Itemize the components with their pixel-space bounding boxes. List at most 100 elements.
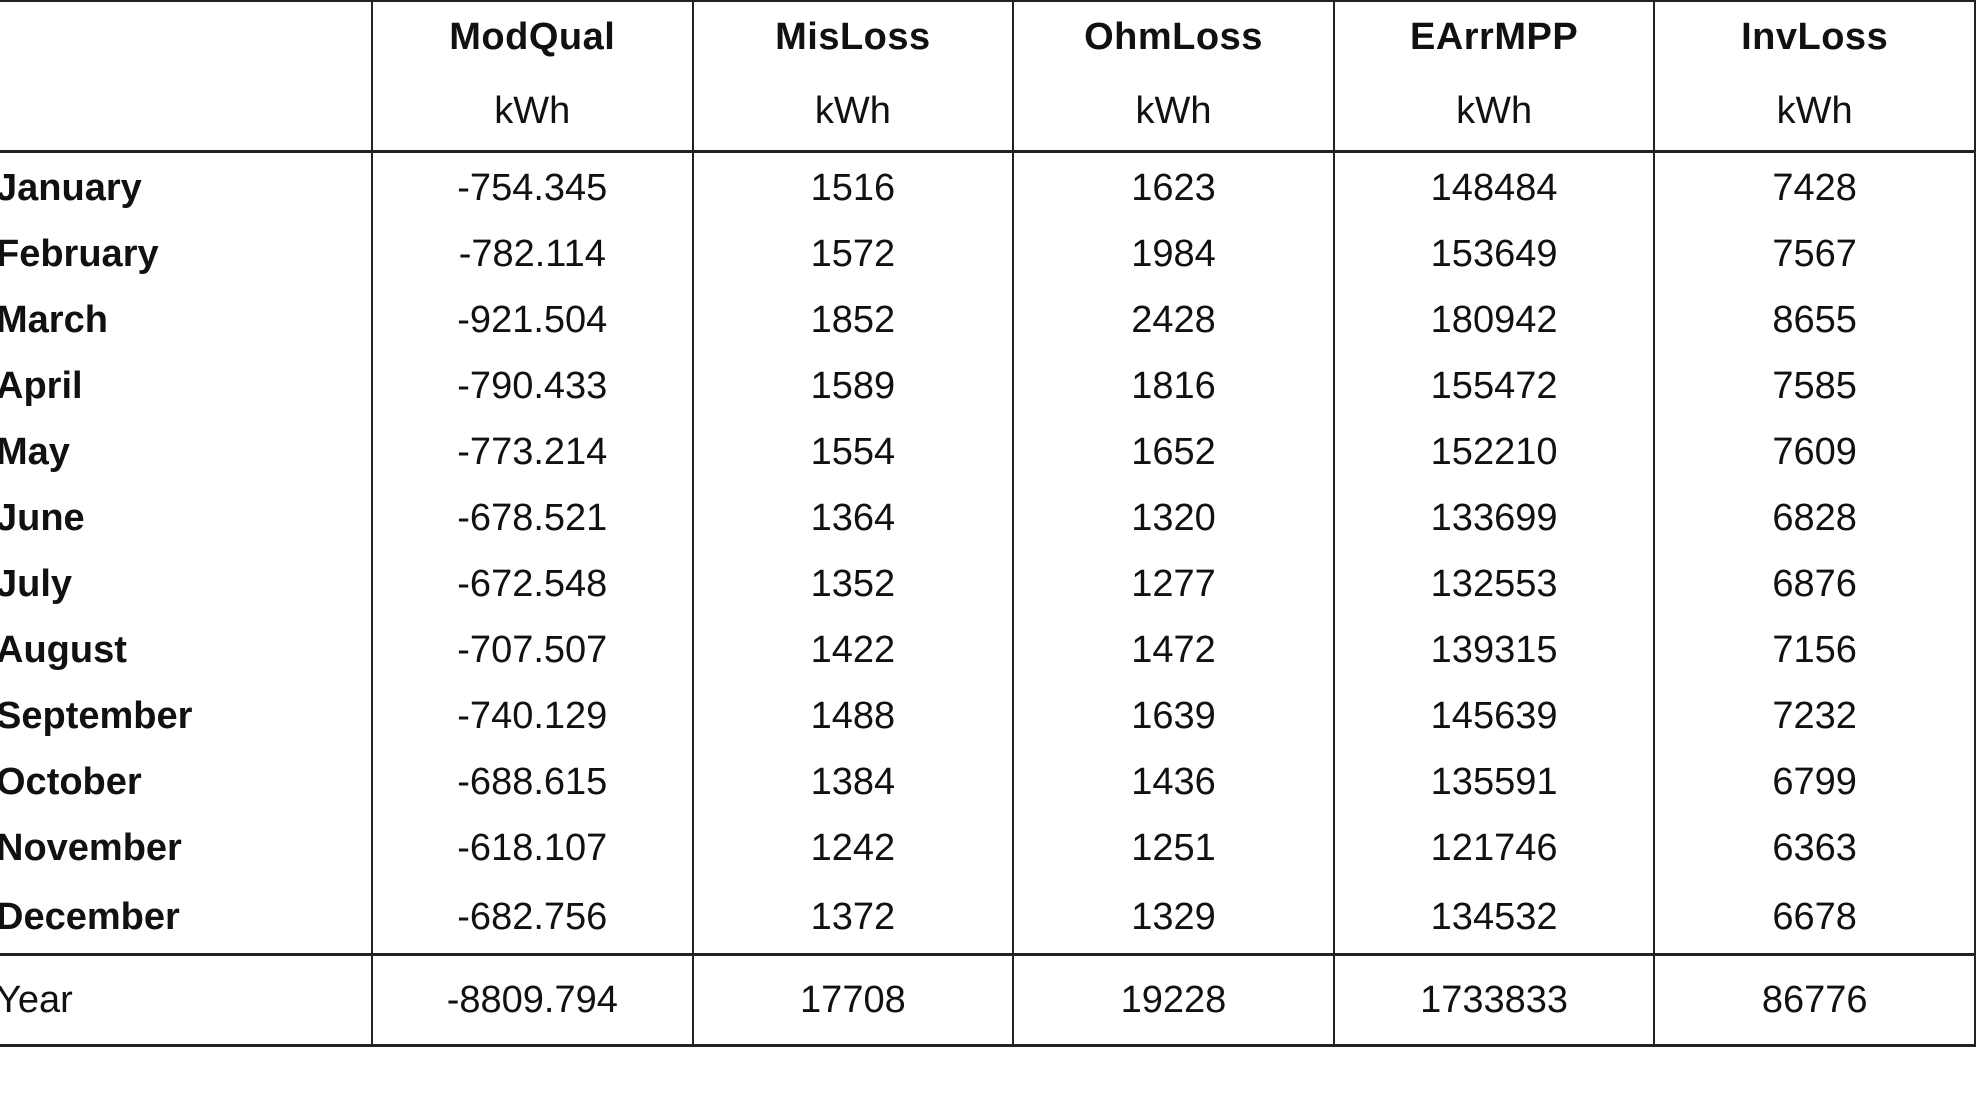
table-row: July -672.548 1352 1277 132553 6876 <box>0 551 1976 617</box>
value-cell: 7232 <box>1653 683 1976 749</box>
value-cell: 1516 <box>691 151 1015 221</box>
column-header: OhmLoss <box>1012 0 1335 72</box>
value-cell: 1436 <box>1012 749 1335 815</box>
month-label: September <box>0 683 373 749</box>
value-cell: -740.129 <box>371 683 694 749</box>
year-total-cell: 19228 <box>1012 953 1335 1047</box>
value-cell: 180942 <box>1332 287 1656 353</box>
value-cell: 1488 <box>691 683 1015 749</box>
value-cell: 1623 <box>1012 151 1335 221</box>
value-cell: 1572 <box>691 221 1015 287</box>
table-row: November -618.107 1242 1251 121746 6363 <box>0 815 1976 881</box>
column-unit-row: kWh kWh kWh kWh kWh <box>0 72 1976 153</box>
table-row: October -688.615 1384 1436 135591 6799 <box>0 749 1976 815</box>
value-cell: 1384 <box>691 749 1015 815</box>
value-cell: 1652 <box>1012 419 1335 485</box>
value-cell: 6876 <box>1653 551 1976 617</box>
table-row: March -921.504 1852 2428 180942 8655 <box>0 287 1976 353</box>
value-cell: 135591 <box>1332 749 1656 815</box>
value-cell: 155472 <box>1332 353 1656 419</box>
value-cell: 6678 <box>1653 881 1976 955</box>
value-cell: 145639 <box>1332 683 1656 749</box>
table-row: January -754.345 1516 1623 148484 7428 <box>0 151 1976 221</box>
column-unit: kWh <box>1012 72 1335 153</box>
column-header: ModQual <box>371 0 694 72</box>
value-cell: 1364 <box>691 485 1015 551</box>
month-label: January <box>0 151 373 221</box>
value-cell: 1472 <box>1012 617 1335 683</box>
year-total-cell: -8809.794 <box>371 953 694 1047</box>
table-row: April -790.433 1589 1816 155472 7585 <box>0 353 1976 419</box>
month-label: November <box>0 815 373 881</box>
value-cell: -773.214 <box>371 419 694 485</box>
value-cell: 152210 <box>1332 419 1656 485</box>
value-cell: 1352 <box>691 551 1015 617</box>
value-cell: 1320 <box>1012 485 1335 551</box>
month-label: February <box>0 221 373 287</box>
year-total-row: Year -8809.794 17708 19228 1733833 86776 <box>0 953 1976 1047</box>
value-cell: -754.345 <box>371 151 694 221</box>
value-cell: 1242 <box>691 815 1015 881</box>
month-label: March <box>0 287 373 353</box>
value-cell: -682.756 <box>371 881 694 955</box>
value-cell: 148484 <box>1332 151 1656 221</box>
column-unit: kWh <box>691 72 1015 153</box>
month-label: April <box>0 353 373 419</box>
value-cell: 132553 <box>1332 551 1656 617</box>
value-cell: -672.548 <box>371 551 694 617</box>
value-cell: 7609 <box>1653 419 1976 485</box>
value-cell: 1852 <box>691 287 1015 353</box>
value-cell: 1816 <box>1012 353 1335 419</box>
header-corner <box>0 0 373 72</box>
value-cell: 139315 <box>1332 617 1656 683</box>
table-row: September -740.129 1488 1639 145639 7232 <box>0 683 1976 749</box>
value-cell: 1639 <box>1012 683 1335 749</box>
value-cell: 7428 <box>1653 151 1976 221</box>
month-label: July <box>0 551 373 617</box>
value-cell: 6363 <box>1653 815 1976 881</box>
year-total-cell: 1733833 <box>1332 953 1656 1047</box>
column-unit: kWh <box>1332 72 1656 153</box>
value-cell: 134532 <box>1332 881 1656 955</box>
value-cell: 1277 <box>1012 551 1335 617</box>
table-row: June -678.521 1364 1320 133699 6828 <box>0 485 1976 551</box>
value-cell: -790.433 <box>371 353 694 419</box>
column-unit: kWh <box>1653 72 1976 153</box>
value-cell: 1329 <box>1012 881 1335 955</box>
value-cell: 121746 <box>1332 815 1656 881</box>
year-total-cell: 86776 <box>1653 953 1976 1047</box>
value-cell: -707.507 <box>371 617 694 683</box>
month-label: October <box>0 749 373 815</box>
table-row: February -782.114 1572 1984 153649 7567 <box>0 221 1976 287</box>
header-corner-unit <box>0 72 373 153</box>
column-unit: kWh <box>371 72 694 153</box>
year-label: Year <box>0 953 373 1047</box>
value-cell: 7156 <box>1653 617 1976 683</box>
column-header: MisLoss <box>691 0 1015 72</box>
value-cell: 1251 <box>1012 815 1335 881</box>
value-cell: 7567 <box>1653 221 1976 287</box>
month-label: June <box>0 485 373 551</box>
value-cell: 2428 <box>1012 287 1335 353</box>
value-cell: -688.615 <box>371 749 694 815</box>
value-cell: 6828 <box>1653 485 1976 551</box>
column-name-row: ModQual MisLoss OhmLoss EArrMPP InvLoss <box>0 0 1976 72</box>
value-cell: 8655 <box>1653 287 1976 353</box>
month-label: May <box>0 419 373 485</box>
value-cell: 1589 <box>691 353 1015 419</box>
value-cell: -921.504 <box>371 287 694 353</box>
value-cell: 1372 <box>691 881 1015 955</box>
value-cell: -782.114 <box>371 221 694 287</box>
table-row: May -773.214 1554 1652 152210 7609 <box>0 419 1976 485</box>
value-cell: 1554 <box>691 419 1015 485</box>
value-cell: 1984 <box>1012 221 1335 287</box>
column-header: EArrMPP <box>1332 0 1656 72</box>
value-cell: 1422 <box>691 617 1015 683</box>
value-cell: -678.521 <box>371 485 694 551</box>
value-cell: 6799 <box>1653 749 1976 815</box>
table-body: January -754.345 1516 1623 148484 7428 Februar… <box>0 151 1976 955</box>
column-header: InvLoss <box>1653 0 1976 72</box>
monthly-loss-table: ModQual MisLoss OhmLoss EArrMPP InvLoss … <box>0 0 1976 1047</box>
value-cell: 7585 <box>1653 353 1976 419</box>
